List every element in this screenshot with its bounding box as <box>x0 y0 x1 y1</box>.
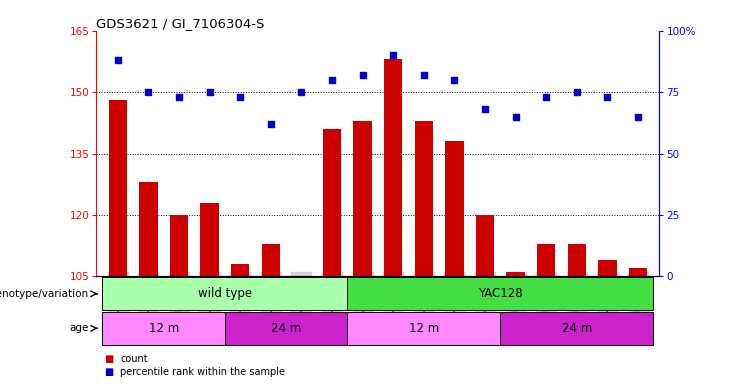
Bar <box>200 203 219 276</box>
Bar <box>348 312 500 345</box>
Bar <box>323 129 341 276</box>
Text: wild type: wild type <box>198 287 252 300</box>
Text: age: age <box>70 323 89 333</box>
Bar <box>568 244 586 276</box>
Bar <box>537 244 556 276</box>
Bar <box>225 312 348 345</box>
Bar <box>476 215 494 276</box>
Bar <box>384 60 402 276</box>
Point <box>173 94 185 100</box>
Point <box>388 52 399 58</box>
Bar <box>139 182 158 276</box>
Text: 12 m: 12 m <box>148 322 179 335</box>
Point <box>571 89 582 95</box>
Text: genotype/variation: genotype/variation <box>0 289 89 299</box>
Bar <box>415 121 433 276</box>
Point <box>296 89 308 95</box>
Bar <box>170 215 188 276</box>
Text: count: count <box>120 354 147 364</box>
Point <box>479 106 491 113</box>
Point <box>326 77 338 83</box>
Bar <box>109 100 127 276</box>
Bar <box>445 141 464 276</box>
Text: 24 m: 24 m <box>271 322 301 335</box>
Text: ■: ■ <box>104 354 113 364</box>
Point <box>204 89 216 95</box>
Bar <box>598 260 617 276</box>
Point <box>632 114 644 120</box>
Bar <box>231 264 250 276</box>
Text: percentile rank within the sample: percentile rank within the sample <box>120 367 285 377</box>
Point <box>234 94 246 100</box>
Bar <box>500 312 654 345</box>
Bar <box>102 277 348 310</box>
Bar <box>262 244 280 276</box>
Text: YAC128: YAC128 <box>478 287 522 300</box>
Point <box>448 77 460 83</box>
Point <box>265 121 276 127</box>
Text: GDS3621 / GI_7106304-S: GDS3621 / GI_7106304-S <box>96 17 265 30</box>
Text: 12 m: 12 m <box>409 322 439 335</box>
Bar <box>102 312 225 345</box>
Bar <box>506 272 525 276</box>
Bar <box>348 277 654 310</box>
Point <box>418 72 430 78</box>
Text: 24 m: 24 m <box>562 322 592 335</box>
Point <box>540 94 552 100</box>
Bar <box>629 268 647 276</box>
Bar <box>353 121 372 276</box>
Point <box>356 72 368 78</box>
Text: ■: ■ <box>104 367 113 377</box>
Point <box>602 94 614 100</box>
Point <box>142 89 154 95</box>
Point <box>510 114 522 120</box>
Point <box>112 57 124 63</box>
